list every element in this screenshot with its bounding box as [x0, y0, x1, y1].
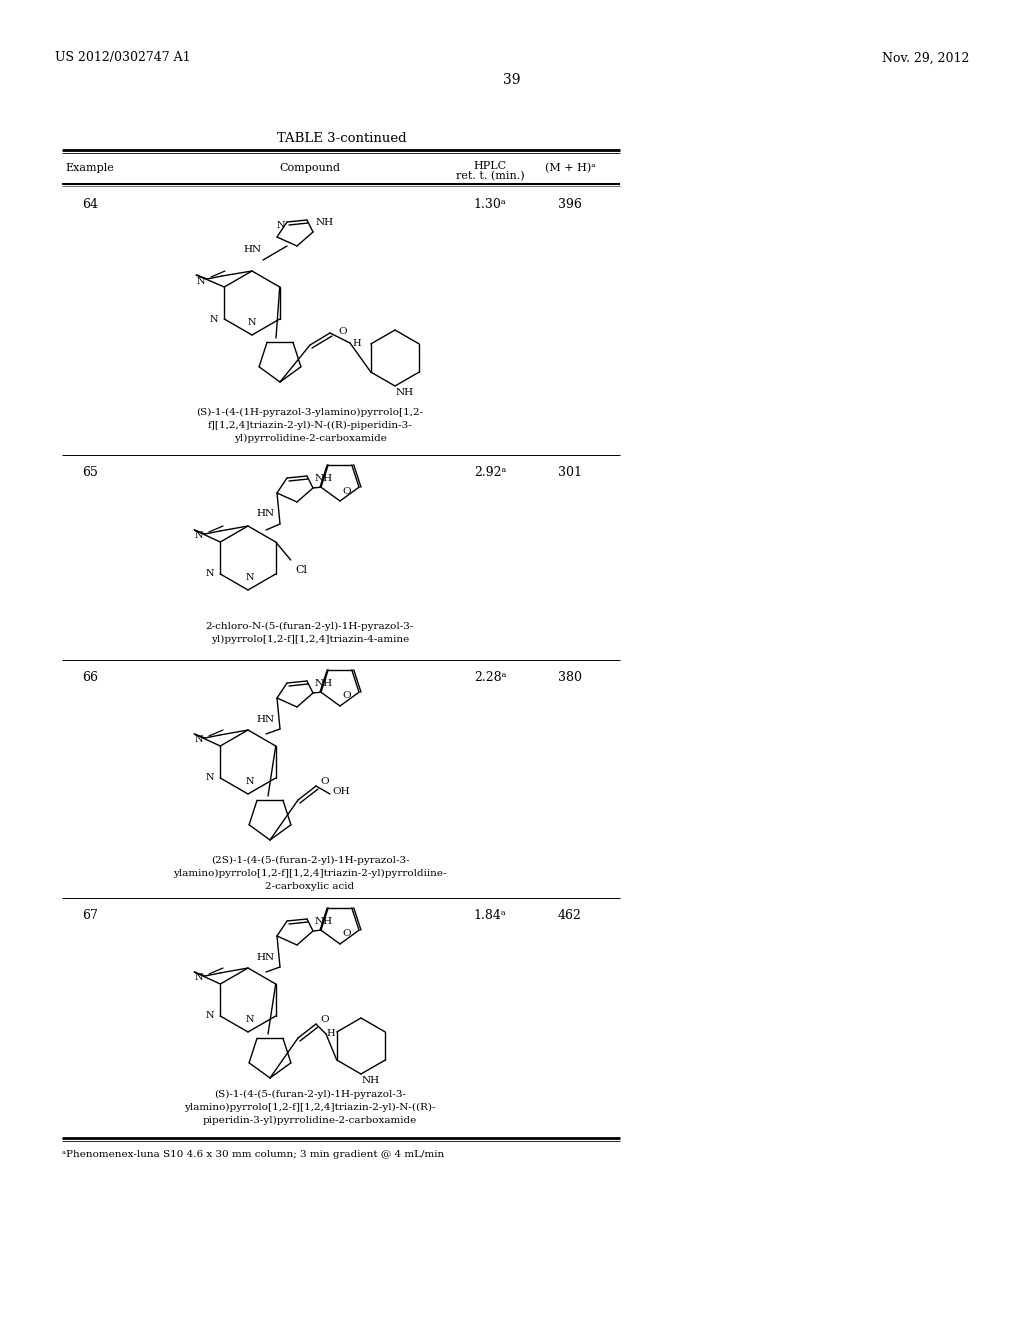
Text: H: H [352, 338, 360, 347]
Text: N: N [246, 1015, 254, 1024]
Text: US 2012/0302747 A1: US 2012/0302747 A1 [55, 51, 190, 65]
Text: N: N [206, 774, 214, 783]
Text: yl)pyrrolo[1,2-f][1,2,4]triazin-4-amine: yl)pyrrolo[1,2-f][1,2,4]triazin-4-amine [211, 635, 410, 644]
Text: 39: 39 [503, 73, 521, 87]
Text: HPLC: HPLC [473, 161, 507, 172]
Text: ᵃPhenomenex-luna S10 4.6 x 30 mm column; 3 min gradient @ 4 mL/min: ᵃPhenomenex-luna S10 4.6 x 30 mm column;… [62, 1150, 444, 1159]
Text: N: N [206, 569, 214, 578]
Text: Example: Example [66, 162, 115, 173]
Text: Cl: Cl [296, 565, 308, 576]
Text: ylamino)pyrrolo[1,2-f][1,2,4]triazin-2-yl)-N-((R)-: ylamino)pyrrolo[1,2-f][1,2,4]triazin-2-y… [184, 1104, 436, 1113]
Text: (S)-1-(4-(5-(furan-2-yl)-1H-pyrazol-3-: (S)-1-(4-(5-(furan-2-yl)-1H-pyrazol-3- [214, 1090, 406, 1100]
Text: (2S)-1-(4-(5-(furan-2-yl)-1H-pyrazol-3-: (2S)-1-(4-(5-(furan-2-yl)-1H-pyrazol-3- [211, 855, 410, 865]
Text: HN: HN [257, 510, 275, 519]
Text: O: O [342, 929, 350, 939]
Text: 1.84ᵃ: 1.84ᵃ [474, 909, 507, 921]
Text: OH: OH [332, 788, 349, 796]
Text: f][1,2,4]triazin-2-yl)-N-((R)-piperidin-3-: f][1,2,4]triazin-2-yl)-N-((R)-piperidin-… [208, 421, 413, 430]
Text: O: O [342, 692, 350, 701]
Text: 2.92ᵃ: 2.92ᵃ [474, 466, 506, 479]
Text: N: N [197, 276, 205, 285]
Text: O: O [338, 326, 347, 335]
Text: 2-carboxylic acid: 2-carboxylic acid [265, 882, 354, 891]
Text: NH: NH [315, 678, 333, 688]
Text: 65: 65 [82, 466, 98, 479]
Text: 462: 462 [558, 909, 582, 921]
Text: HN: HN [257, 714, 275, 723]
Text: 64: 64 [82, 198, 98, 211]
Text: N: N [248, 318, 256, 327]
Text: NH: NH [396, 388, 414, 397]
Text: N: N [246, 777, 254, 785]
Text: NH: NH [361, 1076, 380, 1085]
Text: HN: HN [257, 953, 275, 961]
Text: 396: 396 [558, 198, 582, 211]
Text: N: N [276, 220, 285, 230]
Text: 1.30ᵃ: 1.30ᵃ [474, 198, 507, 211]
Text: TABLE 3-continued: TABLE 3-continued [278, 132, 407, 144]
Text: N: N [195, 735, 203, 744]
Text: N: N [246, 573, 254, 582]
Text: (S)-1-(4-(1H-pyrazol-3-ylamino)pyrrolo[1,2-: (S)-1-(4-(1H-pyrazol-3-ylamino)pyrrolo[1… [197, 408, 424, 417]
Text: NH: NH [315, 474, 333, 483]
Text: Compound: Compound [280, 162, 341, 173]
Text: 2.28ᵃ: 2.28ᵃ [474, 671, 506, 684]
Text: 67: 67 [82, 909, 98, 921]
Text: O: O [342, 487, 350, 495]
Text: NH: NH [316, 218, 334, 227]
Text: 66: 66 [82, 671, 98, 684]
Text: ylamino)pyrrolo[1,2-f][1,2,4]triazin-2-yl)pyrroldiine-: ylamino)pyrrolo[1,2-f][1,2,4]triazin-2-y… [173, 869, 446, 878]
Text: 2-chloro-N-(5-(furan-2-yl)-1H-pyrazol-3-: 2-chloro-N-(5-(furan-2-yl)-1H-pyrazol-3- [206, 622, 414, 631]
Text: N: N [195, 532, 203, 540]
Text: 301: 301 [558, 466, 582, 479]
Text: (M + H)ᵃ: (M + H)ᵃ [545, 162, 595, 173]
Text: N: N [195, 974, 203, 982]
Text: H: H [326, 1030, 335, 1039]
Text: Nov. 29, 2012: Nov. 29, 2012 [882, 51, 969, 65]
Text: NH: NH [315, 917, 333, 927]
Text: N: N [206, 1011, 214, 1020]
Text: O: O [319, 1015, 329, 1024]
Text: HN: HN [244, 246, 262, 255]
Text: piperidin-3-yl)pyrrolidine-2-carboxamide: piperidin-3-yl)pyrrolidine-2-carboxamide [203, 1115, 417, 1125]
Text: N: N [210, 314, 218, 323]
Text: yl)pyrrolidine-2-carboxamide: yl)pyrrolidine-2-carboxamide [233, 434, 386, 444]
Text: 380: 380 [558, 671, 582, 684]
Text: ret. t. (min.): ret. t. (min.) [456, 172, 524, 181]
Text: O: O [319, 777, 329, 787]
